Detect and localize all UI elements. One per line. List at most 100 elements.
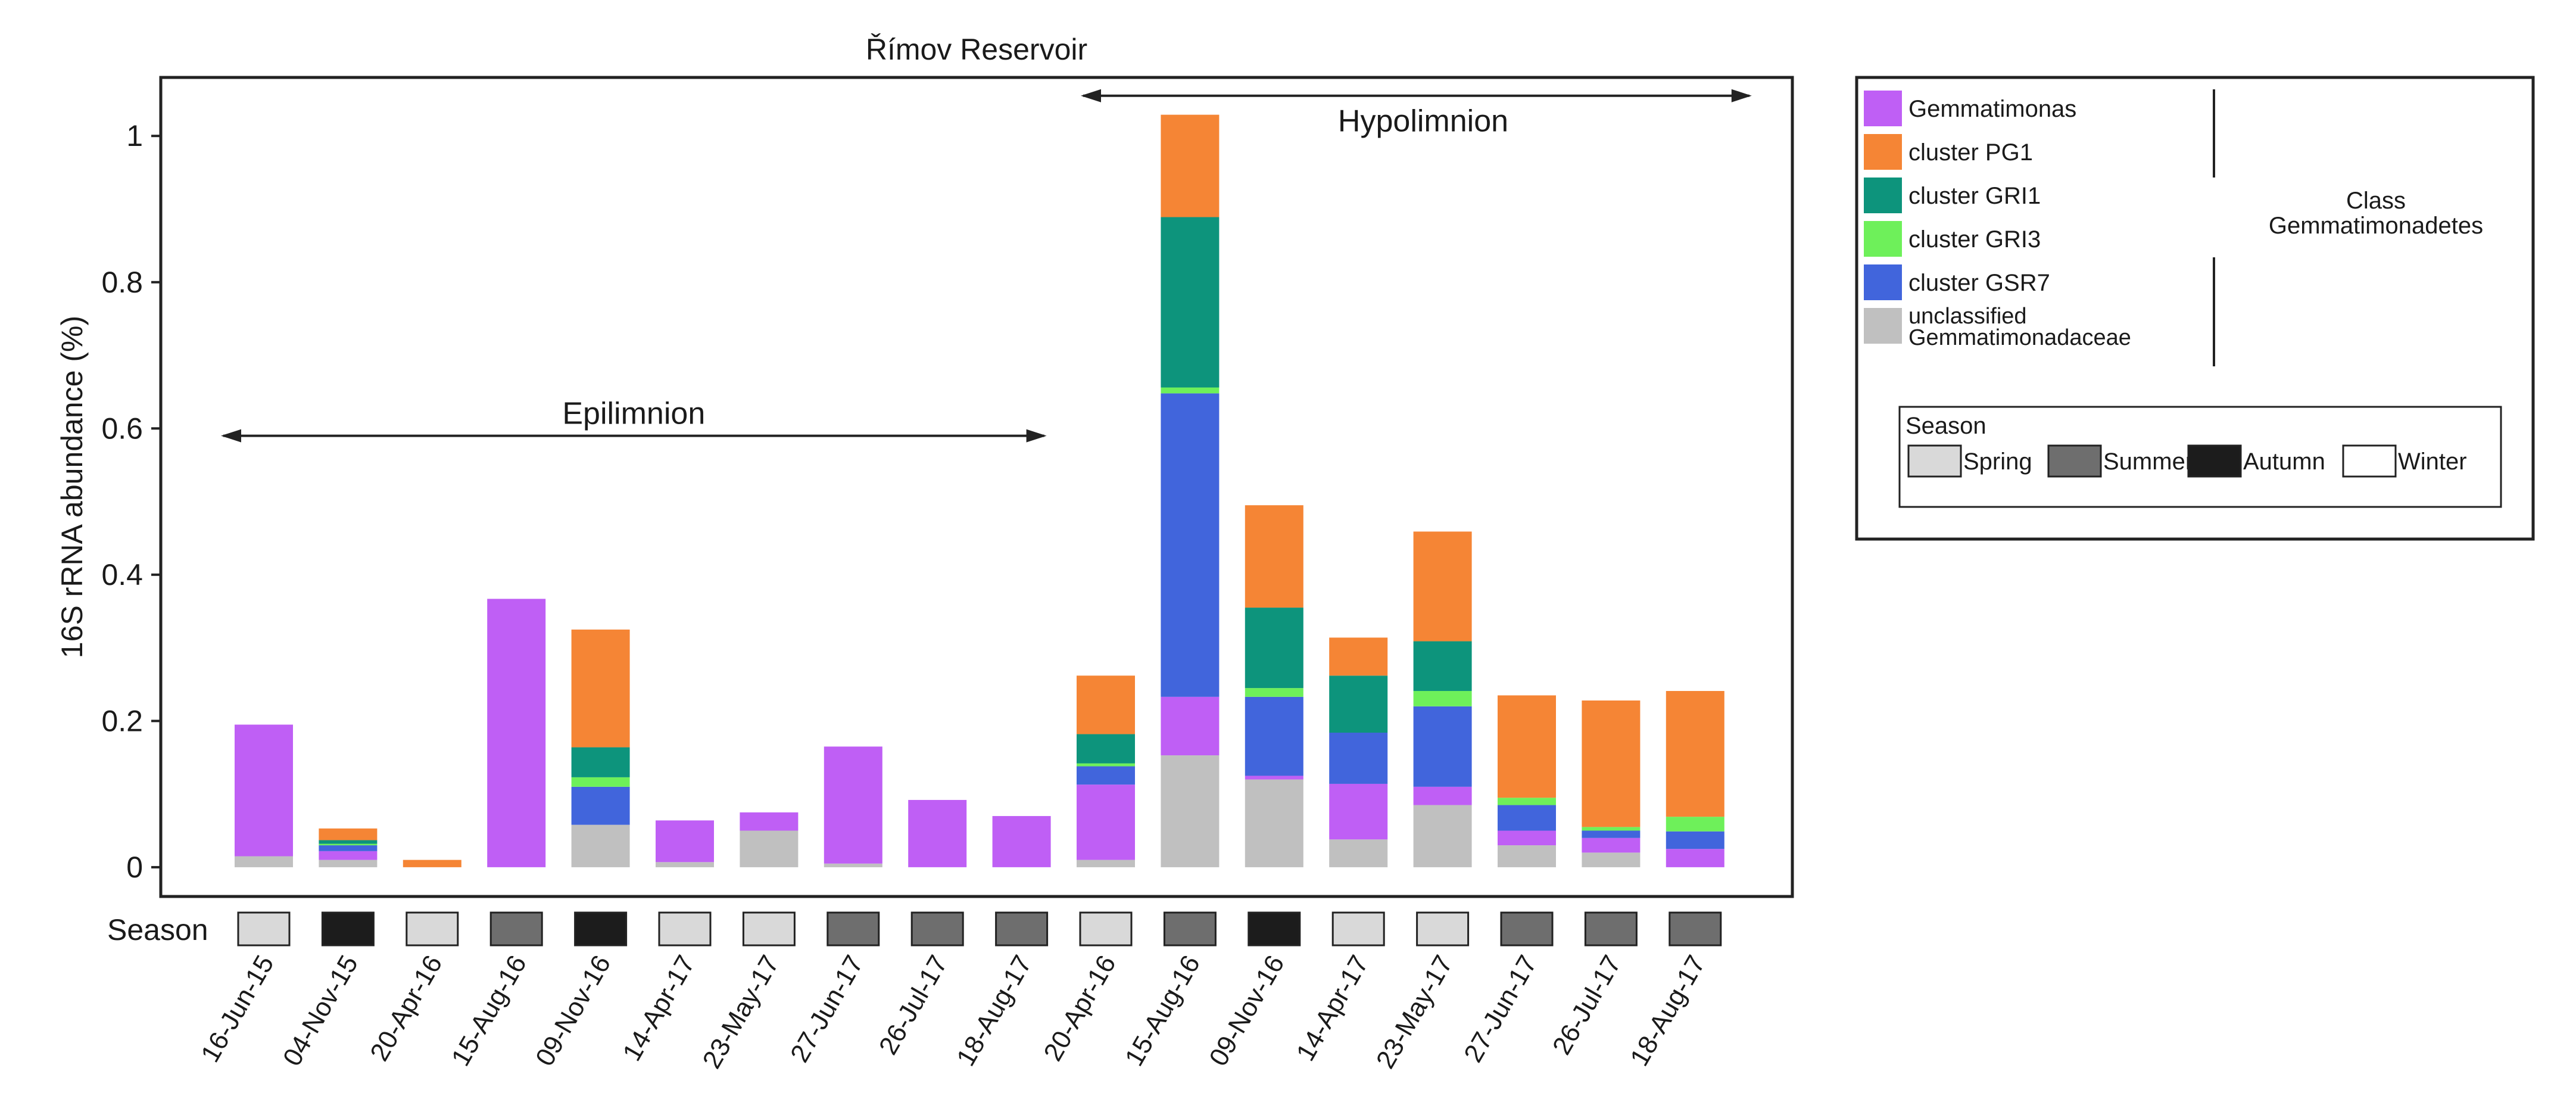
season-box-9 [995, 911, 1049, 947]
bar-cluster-gri1-1 [319, 840, 378, 844]
legend-swatch-cluster-gri3 [1864, 221, 1902, 257]
bar-cluster-pg1-15 [1498, 695, 1556, 798]
bar-cluster-gsr7-15 [1498, 805, 1556, 831]
bar-cluster-gri3-15 [1498, 798, 1556, 805]
season-box-14 [1416, 911, 1470, 947]
legend-label-cluster-gsr7: cluster GSR7 [1908, 270, 2050, 296]
epilimnion-label: Epilimnion [562, 397, 705, 431]
season-legend-label-summer: Summer [2103, 449, 2193, 475]
bar-gemmatimonas-15 [1498, 830, 1556, 846]
bar-cluster-gsr7-1 [319, 845, 378, 851]
bar-cluster-gri3-1 [319, 843, 378, 846]
bar-unclassified-gemmatimonadaceae-12 [1245, 779, 1303, 867]
bar-cluster-gsr7-11 [1161, 393, 1220, 697]
chart-title: Římov Reservoir [866, 33, 1087, 66]
bar-cluster-gri1-13 [1329, 675, 1388, 733]
season-box-17 [1669, 911, 1722, 947]
season-box-13 [1331, 911, 1385, 947]
plot-frame [159, 76, 1794, 898]
bar-unclassified-gemmatimonadaceae-16 [1582, 852, 1641, 867]
bar-gemmatimonas-12 [1245, 776, 1303, 780]
bar-cluster-gsr7-17 [1666, 831, 1724, 849]
bar-unclassified-gemmatimonadaceae-15 [1498, 845, 1556, 867]
season-legend-swatch-autumn [2187, 444, 2242, 478]
bar-cluster-pg1-14 [1413, 531, 1472, 642]
bar-cluster-gri3-12 [1245, 688, 1303, 697]
y-tick-label-5: 1 [126, 119, 143, 152]
bar-cluster-pg1-16 [1582, 700, 1641, 827]
bar-gemmatimonas-6 [740, 812, 799, 831]
hypolimnion-label: Hypolimnion [1338, 104, 1508, 139]
legend-label-unclassified-gemmatimonadaceae-line2: Gemmatimonadaceae [1908, 325, 2131, 350]
season-legend-label-winter: Winter [2398, 449, 2467, 475]
legend-swatch-cluster-gri1 [1864, 178, 1902, 213]
bar-cluster-pg1-11 [1161, 114, 1220, 217]
bar-cluster-gri3-16 [1582, 827, 1641, 831]
season-legend-swatch-spring [1907, 444, 1962, 478]
epilimnion-arrow-head-right [1026, 429, 1047, 443]
season-box-5 [658, 911, 712, 947]
season-box-10 [1079, 911, 1133, 947]
bar-cluster-pg1-1 [319, 828, 378, 840]
bar-gemmatimonas-3 [487, 599, 546, 867]
bar-unclassified-gemmatimonadaceae-7 [824, 863, 882, 867]
bar-cluster-gsr7-14 [1413, 706, 1472, 787]
bar-cluster-gsr7-13 [1329, 733, 1388, 784]
bar-cluster-gri1-11 [1161, 217, 1220, 388]
bar-unclassified-gemmatimonadaceae-10 [1077, 860, 1135, 867]
bar-cluster-gri3-4 [571, 777, 630, 787]
bar-unclassified-gemmatimonadaceae-11 [1161, 755, 1220, 867]
bar-unclassified-gemmatimonadaceae-13 [1329, 839, 1388, 867]
bar-gemmatimonas-1 [319, 851, 378, 860]
bar-cluster-gsr7-4 [571, 786, 630, 825]
season-box-15 [1500, 911, 1554, 947]
season-legend-title: Season [1906, 413, 1986, 439]
bar-gemmatimonas-9 [992, 815, 1051, 867]
bar-cluster-gri1-14 [1413, 641, 1472, 692]
epilimnion-arrow-head-left [221, 429, 241, 443]
legend-group-label-line1: Class [2346, 188, 2406, 214]
y-tick-label-4: 0.8 [101, 266, 143, 299]
bar-gemmatimonas-5 [656, 820, 714, 863]
bar-cluster-gsr7-12 [1245, 696, 1303, 776]
season-box-11 [1163, 911, 1217, 947]
season-box-6 [742, 911, 796, 947]
y-tick-label-1: 0.2 [101, 704, 143, 737]
season-legend-label-autumn: Autumn [2243, 449, 2325, 475]
bar-cluster-gri3-11 [1161, 387, 1220, 394]
season-box-0 [237, 911, 291, 947]
bar-cluster-gri3-17 [1666, 817, 1724, 832]
bar-unclassified-gemmatimonadaceae-5 [656, 862, 714, 867]
bar-gemmatimonas-11 [1161, 696, 1220, 756]
legend-label-cluster-pg1: cluster PG1 [1908, 139, 2033, 166]
legend-label-unclassified-gemmatimonadaceae-line1: unclassified [1908, 304, 2027, 329]
hypolimnion-arrow-head-right [1731, 89, 1752, 102]
bar-cluster-gsr7-16 [1582, 830, 1641, 838]
season-box-4 [574, 911, 628, 947]
bar-cluster-gri1-12 [1245, 608, 1303, 689]
season-box-8 [910, 911, 964, 947]
season-box-16 [1584, 911, 1638, 947]
season-legend-swatch-winter [2342, 444, 2397, 478]
legend-label-cluster-gri1: cluster GRI1 [1908, 183, 2041, 209]
legend-label-cluster-gri3: cluster GRI3 [1908, 226, 2041, 253]
bar-gemmatimonas-16 [1582, 838, 1641, 853]
season-box-2 [406, 911, 459, 947]
y-axis-label: 16S rRNA abundance (%) [55, 316, 89, 658]
bar-unclassified-gemmatimonadaceae-6 [740, 830, 799, 867]
bar-cluster-pg1-10 [1077, 675, 1135, 734]
bar-cluster-gri3-10 [1077, 763, 1135, 767]
bar-gemmatimonas-13 [1329, 783, 1388, 840]
bar-unclassified-gemmatimonadaceae-0 [235, 856, 293, 867]
legend-swatch-gemmatimonas [1864, 91, 1902, 126]
y-tick-label-3: 0.6 [101, 412, 143, 445]
bar-cluster-pg1-12 [1245, 505, 1303, 608]
season-box-3 [489, 911, 543, 947]
bar-gemmatimonas-17 [1666, 849, 1724, 867]
legend-label-gemmatimonas: Gemmatimonas [1908, 96, 2076, 122]
legend-swatch-unclassified-gemmatimonadaceae [1864, 308, 1902, 344]
bar-cluster-gri1-10 [1077, 734, 1135, 764]
bar-gemmatimonas-0 [235, 724, 293, 857]
